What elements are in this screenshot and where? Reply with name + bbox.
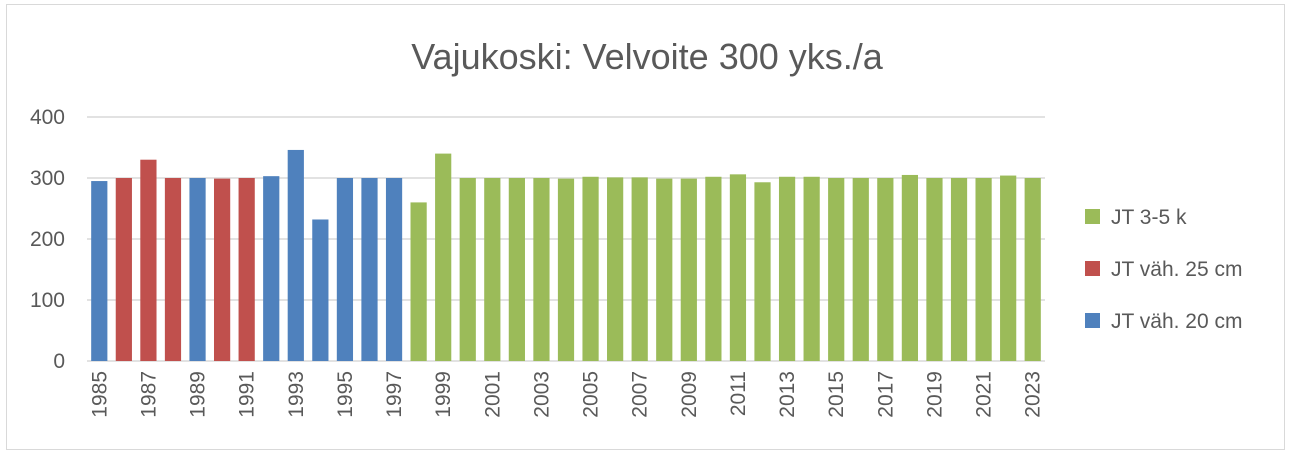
x-tick-label: 1991 [236,371,259,418]
bar-2016 [852,178,869,361]
x-tick-label: 2023 [1022,371,1045,418]
bar-2010 [705,176,722,361]
bar-1999 [435,153,452,361]
chart-frame: Vajukoski: Velvoite 300 yks./a 0 100 200 30… [6,4,1285,450]
bar-2023 [1024,178,1041,361]
x-tick-label: 2011 [727,371,750,416]
x-tick-label: 2005 [580,371,603,418]
bar-1993 [287,149,304,361]
bars [91,149,1041,361]
legend-swatch-red [1085,261,1100,276]
bar-2015 [828,178,845,361]
bar-2017 [877,178,894,361]
bar-1990 [213,178,231,361]
x-tick-label: 1995 [334,371,357,418]
bar-2007 [631,177,648,361]
legend-label-green: JT 3-5 k [1111,206,1187,229]
x-axis-ticks: 1985 1987 1989 1991 1993 1995 1997 1999 2001 2003… [88,371,1044,418]
bar-2006 [607,177,624,361]
x-tick-label: 1999 [432,371,455,418]
bar-2022 [1000,175,1017,361]
x-tick-label: 2017 [874,371,897,418]
bar-2014 [803,176,820,361]
x-tick-label: 2001 [481,371,504,418]
x-tick-label: 1985 [88,371,111,418]
bar-2000 [459,178,476,361]
x-tick-label: 1993 [285,371,308,418]
x-tick-label: 2019 [923,371,946,418]
bar-1991 [238,178,255,361]
bar-2003 [533,178,550,361]
x-tick-label: 2009 [678,371,701,418]
y-tick-label: 200 [30,228,65,251]
x-tick-label: 1989 [187,371,210,418]
bar-2021 [975,178,992,361]
bar-2001 [484,178,501,361]
bar-1996 [361,178,378,361]
bar-2008 [656,178,673,361]
legend-label-blue: JT väh. 20 cm [1111,310,1243,333]
chart-title: Vajukoski: Velvoite 300 yks./a [411,36,884,77]
chart-svg: Vajukoski: Velvoite 300 yks./a 010020030… [30,36,1243,418]
bar-1985 [91,181,108,361]
bar-1986 [115,178,132,361]
bar-2020 [950,178,968,361]
legend-label-red: JT väh. 25 cm [1111,258,1243,281]
bar-2012 [754,182,771,361]
x-tick-label: 2015 [825,371,848,418]
bar-1997 [385,178,403,361]
legend-swatch-blue [1085,313,1100,328]
bar-2018 [901,174,919,361]
x-tick-label: 2007 [629,371,652,418]
bar-2013 [778,176,796,361]
bar-1992 [263,176,280,361]
y-tick-label: 0 [53,350,65,373]
y-tick-label: 400 [30,106,65,129]
y-axis-ticks: 0 100 200 300 400 [30,106,65,373]
x-tick-label: 2021 [973,371,996,418]
bar-1998 [410,202,427,361]
x-tick-label: 1987 [137,371,160,418]
bar-2009 [680,178,697,361]
x-tick-label: 2013 [776,371,799,418]
x-tick-label: 2003 [530,371,553,418]
bar-2002 [508,178,525,361]
bar-1988 [164,178,182,361]
bar-2011 [729,174,747,361]
legend-swatch-green [1085,209,1100,224]
bar-1995 [336,178,354,361]
bar-2004 [557,178,575,361]
bar-2019 [926,178,943,361]
y-tick-label: 100 [30,289,65,312]
bar-1989 [189,178,206,361]
y-tick-label: 300 [30,167,65,190]
bar-1987 [140,159,157,361]
bar-2005 [582,176,599,361]
legend: JT 3-5 k JT väh. 25 cm JT väh. 20 cm [1085,206,1243,333]
bar-1994 [312,219,329,361]
x-tick-label: 1997 [383,371,406,418]
